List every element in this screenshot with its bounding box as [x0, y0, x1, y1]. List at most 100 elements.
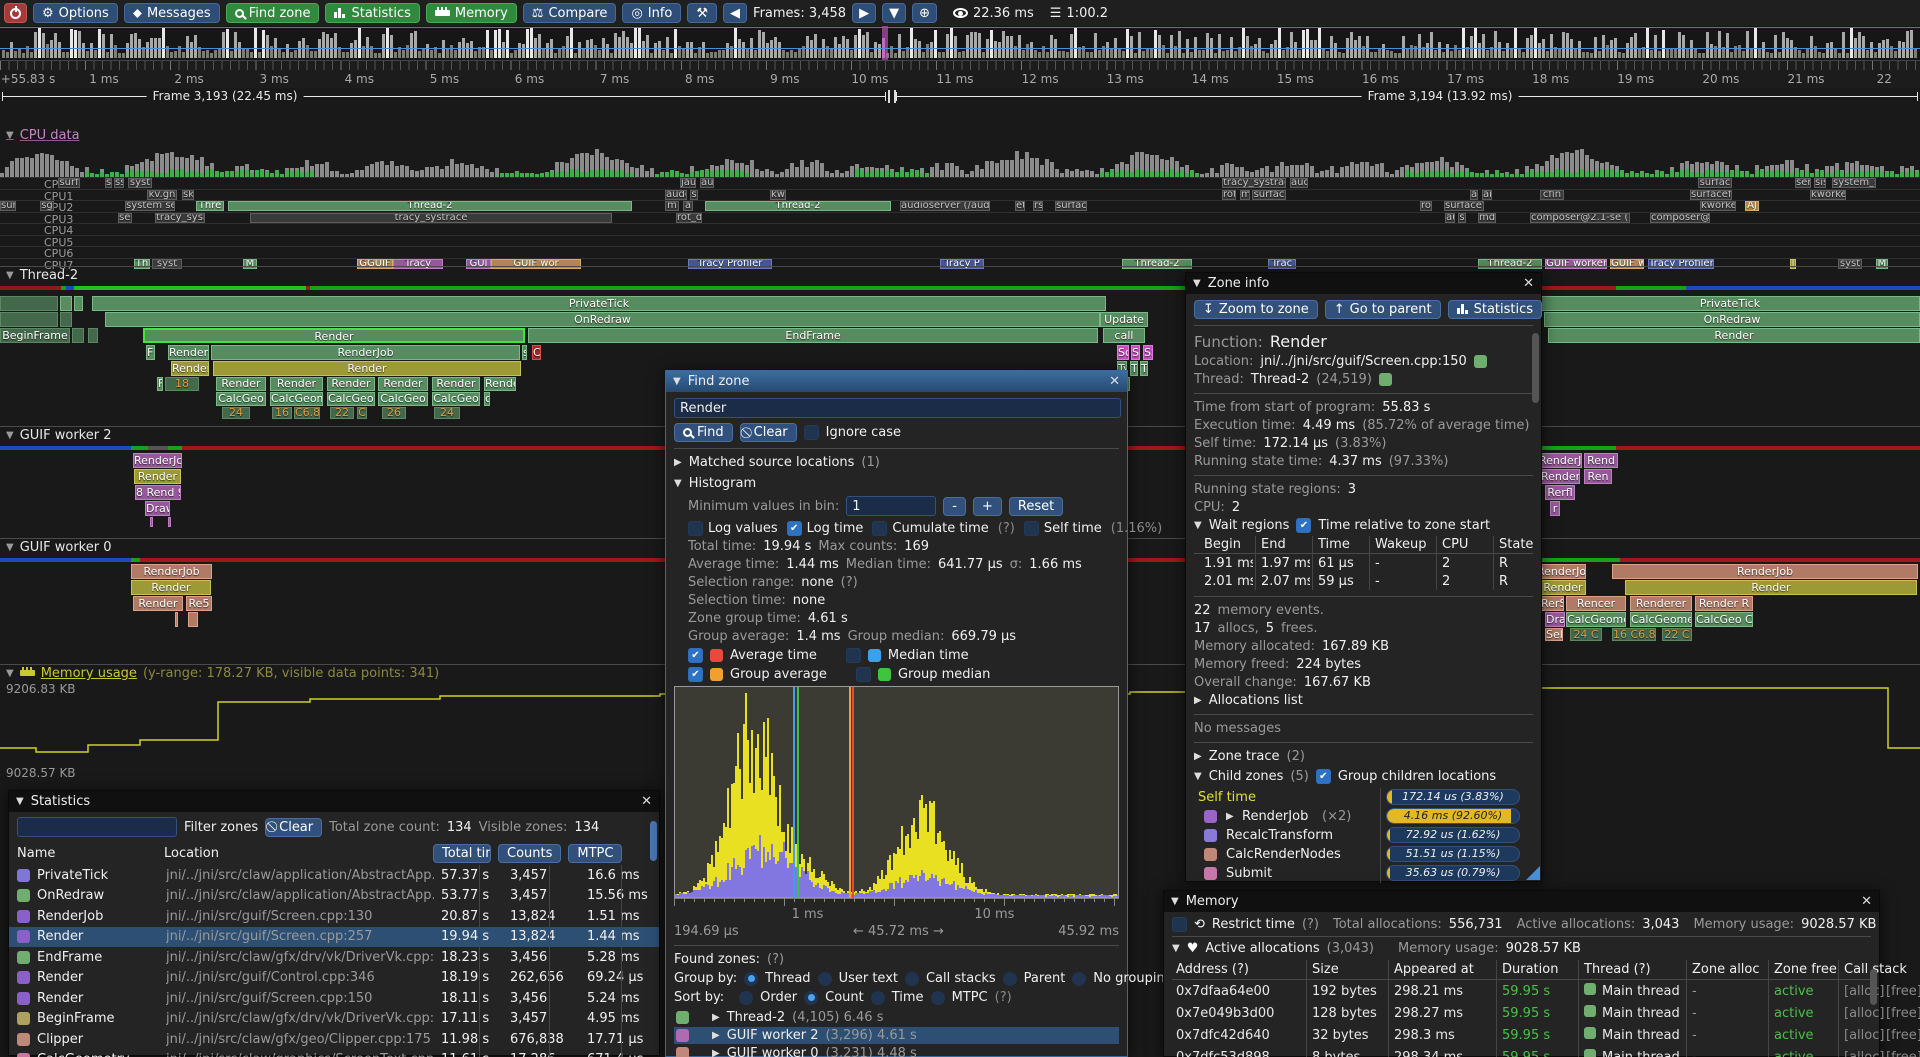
wait-col-header[interactable]: End — [1261, 537, 1286, 552]
timeline-zone[interactable]: Render — [143, 328, 525, 343]
cpu-zone[interactable]: GUIF w — [1610, 258, 1644, 269]
frame-column[interactable] — [18, 47, 21, 58]
frame-column[interactable] — [1350, 32, 1353, 58]
frame-column[interactable] — [86, 51, 89, 58]
frame-column[interactable] — [710, 51, 713, 58]
frame-column[interactable] — [214, 49, 217, 58]
frame-column[interactable] — [1230, 37, 1233, 58]
timeline-zone[interactable]: Render — [1548, 328, 1920, 343]
cpu-zone[interactable]: ser — [118, 212, 132, 223]
frame-column[interactable] — [814, 33, 817, 58]
memory-usage-header[interactable]: ▼ Memory usage (y-range: 178.27 KB, visibl… — [6, 666, 440, 681]
frame-column[interactable] — [1222, 51, 1225, 58]
close-icon[interactable]: ✕ — [641, 794, 652, 809]
timeline-zone[interactable]: PrivateTick — [92, 296, 1106, 311]
frame-column[interactable] — [130, 33, 133, 58]
frame-column[interactable] — [1394, 52, 1397, 58]
timeline-zone[interactable]: Rend — [1584, 453, 1618, 468]
frame-column[interactable] — [1070, 34, 1073, 58]
table-row[interactable]: CalcGeometryjni/../jni/src/claw/graphics… — [9, 1050, 659, 1057]
cpu-zone[interactable]: system se — [125, 201, 175, 211]
frame-column[interactable] — [1758, 48, 1761, 58]
frame-column[interactable] — [482, 46, 485, 58]
frame-column[interactable] — [1842, 32, 1845, 58]
frame-column[interactable] — [246, 48, 249, 58]
frame-column[interactable] — [1638, 48, 1641, 58]
cpu-zone[interactable]: sen — [1795, 178, 1811, 188]
allocation-row[interactable]: 0x7dfc53d898 8 bytes 298.34 ms 59.95 s Main … — [1172, 1046, 1920, 1057]
table-row[interactable]: Render jni/../jni/src/guif/Screen.cpp:150… — [9, 988, 659, 1009]
timeline-zone[interactable] — [150, 517, 153, 527]
frame-column[interactable] — [254, 27, 257, 58]
memory-scrollbar[interactable] — [1870, 969, 1877, 1005]
timeline-zone[interactable]: C — [357, 407, 367, 419]
wait-col-header[interactable]: CPU — [1442, 537, 1469, 552]
frame-column[interactable] — [338, 46, 341, 58]
frame-column[interactable] — [638, 27, 641, 58]
frame-column[interactable] — [722, 49, 725, 58]
frame-column[interactable] — [1762, 41, 1765, 58]
frame-column[interactable] — [174, 51, 177, 58]
frame-column[interactable] — [1334, 43, 1337, 58]
frame-column[interactable] — [110, 33, 113, 58]
thread-header-guif-worker-0[interactable]: ▼ GUIF worker 0 — [6, 540, 112, 555]
cpu-zone[interactable]: AJ — [1745, 201, 1759, 211]
radio-time[interactable] — [870, 990, 885, 1005]
frame-column[interactable] — [1754, 27, 1757, 58]
frame-column[interactable] — [982, 52, 985, 58]
frame-column[interactable] — [350, 43, 353, 58]
radio-no-grouping[interactable] — [1072, 971, 1087, 986]
frame-column[interactable] — [346, 52, 349, 58]
frame-column[interactable] — [998, 42, 1001, 58]
frame-column[interactable] — [290, 52, 293, 58]
timeline-zone[interactable]: 16 — [272, 407, 292, 419]
frame-column[interactable] — [1110, 47, 1113, 58]
frame-column[interactable] — [974, 32, 977, 58]
zone-swatch[interactable] — [17, 909, 30, 923]
timeline-zone[interactable]: F — [157, 377, 163, 391]
frame-column[interactable] — [754, 49, 757, 58]
alloc-col-header[interactable]: Size — [1312, 962, 1339, 977]
thread-header-guif-worker-2[interactable]: ▼ GUIF worker 2 — [6, 428, 112, 443]
frame-column[interactable] — [1582, 51, 1585, 58]
frame-column[interactable] — [1338, 52, 1341, 58]
child-zone-row[interactable]: RecalcTransform 72.92 us (1.62%) — [1194, 826, 1533, 845]
frame-column[interactable] — [1634, 32, 1637, 58]
frame-column[interactable] — [734, 28, 737, 58]
frame-column[interactable] — [1414, 45, 1417, 58]
frame-column[interactable] — [506, 30, 509, 58]
alloc-col-header[interactable]: Appeared at — [1394, 962, 1474, 977]
find-zone-search-input[interactable] — [674, 398, 1121, 418]
cpu-zone[interactable]: Thread-2 — [705, 201, 891, 211]
child-swatch[interactable] — [1204, 848, 1217, 861]
next-frame-button[interactable]: ▶ — [852, 3, 877, 23]
frame-column[interactable] — [1270, 44, 1273, 58]
checkbox-cumulate-time[interactable] — [872, 521, 888, 536]
frame-column[interactable] — [658, 41, 661, 58]
statistics-scrollbar[interactable] — [650, 821, 657, 861]
frame-column[interactable] — [1598, 51, 1601, 58]
memory-button[interactable]: Memory — [425, 3, 517, 23]
frame-column[interactable] — [446, 47, 449, 58]
frame-column[interactable] — [678, 45, 681, 58]
frame-column[interactable] — [1126, 28, 1129, 58]
cpu-zone[interactable]: GUIF worker 2 — [1545, 258, 1607, 269]
frame-column[interactable] — [1822, 52, 1825, 58]
timeline-zone[interactable]: Render — [432, 377, 480, 391]
frame-column[interactable] — [1022, 50, 1025, 58]
close-icon[interactable]: ✕ — [1523, 276, 1534, 291]
timeline-zone[interactable]: RenderJob — [1612, 564, 1918, 579]
cpu-zone[interactable]: audc — [665, 189, 687, 200]
zone-swatch[interactable] — [17, 950, 30, 964]
wait-regions-header[interactable]: ▼ Wait regions ✔ Time relative to zone s… — [1194, 518, 1491, 533]
frame-column[interactable] — [258, 52, 261, 58]
frame-column[interactable] — [1662, 30, 1665, 58]
frame-column[interactable] — [674, 29, 677, 58]
frame-column[interactable] — [1890, 45, 1893, 58]
frame-column[interactable] — [1826, 42, 1829, 58]
histogram-section-header[interactable]: ▼ Histogram — [674, 476, 757, 491]
frame-column[interactable] — [654, 43, 657, 58]
frame-column[interactable] — [194, 34, 197, 58]
frame-column[interactable] — [1462, 27, 1465, 58]
frame-column[interactable] — [1594, 36, 1597, 58]
